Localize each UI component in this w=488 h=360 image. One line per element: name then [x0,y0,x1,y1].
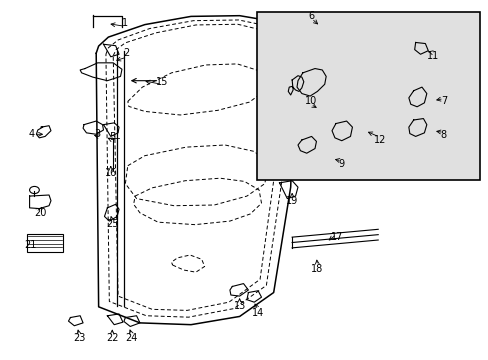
Bar [256,12,479,180]
Text: 11: 11 [426,51,438,61]
Text: 12: 12 [373,135,385,145]
Text: 5: 5 [109,132,115,142]
Text: 23: 23 [73,333,85,343]
Text: 13: 13 [233,301,245,311]
Text: 2: 2 [123,48,130,58]
Text: 17: 17 [330,232,343,242]
Text: 3: 3 [94,129,101,139]
Text: 6: 6 [308,11,314,21]
Text: 14: 14 [251,308,264,318]
Text: 16: 16 [104,168,117,178]
Text: 19: 19 [285,196,298,206]
Bar [27,234,63,252]
Text: 15: 15 [155,77,168,87]
Text: 8: 8 [440,130,446,140]
Text: 22: 22 [106,333,118,343]
Text: 25: 25 [106,219,118,229]
Text: 18: 18 [311,264,323,274]
Text: 10: 10 [304,96,316,107]
Text: 7: 7 [440,96,446,107]
Text: 4: 4 [28,129,35,139]
Text: 9: 9 [338,159,344,169]
Text: 24: 24 [125,333,138,343]
Text: 20: 20 [34,208,46,218]
Text: 1: 1 [122,18,128,28]
Text: 21: 21 [24,240,37,250]
